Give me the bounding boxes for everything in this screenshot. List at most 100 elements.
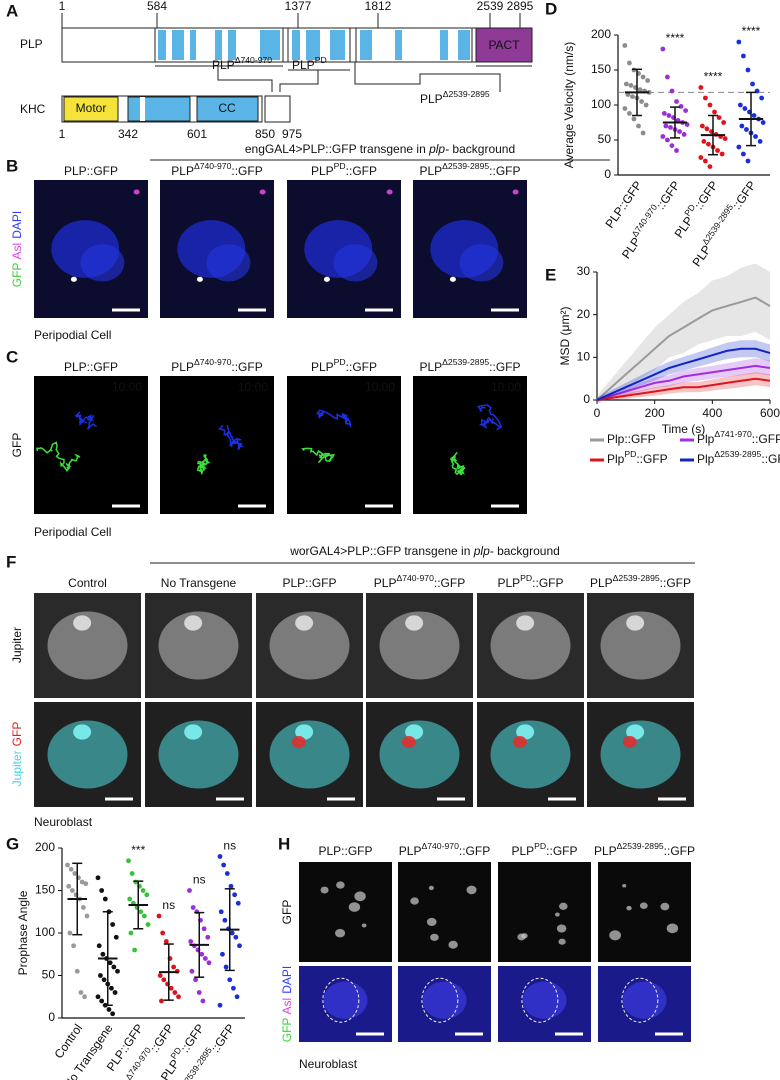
error-band [597,340,770,403]
panel-label: E [545,265,556,284]
y-tick-label: 20 [577,307,591,321]
legend-label: PlpΔ741-970::GFP [697,429,780,446]
column-label: PLPΔ740-970::GFP [171,161,262,178]
series-line [596,377,771,401]
data-point [224,871,230,876]
panel-label: D [545,0,557,18]
signal [666,923,679,934]
data-point [74,968,80,974]
label-part: Plp [607,452,625,466]
signal [196,276,203,282]
label-part: PLP [374,576,397,590]
y-tick-label: 200 [35,840,55,854]
connector [217,66,273,92]
data-point [745,158,751,164]
data-point [750,81,755,87]
data-point [188,939,194,944]
label-part: PLP [690,243,714,270]
y-tick-label: 10 [577,350,591,364]
signal [291,736,306,748]
data-point [699,123,705,129]
connector [279,70,319,92]
cell-label: Peripodial Cell [34,525,111,539]
significance: **** [742,24,761,38]
data-point [115,968,120,974]
track [74,411,98,430]
data-point [113,934,119,940]
label-part: PLP [419,360,442,374]
signal [556,924,567,933]
data-point [71,943,76,949]
data-point [627,60,632,66]
coiled-coil [395,30,402,60]
signal [600,611,681,680]
label-part: Δ740-970 [630,202,660,239]
data-point [69,888,75,893]
y-axis-label: Prophase Angle [16,890,30,975]
track [301,447,335,464]
label-part: ::GFP [489,360,520,374]
data-point [701,139,707,144]
data-point [194,909,200,915]
data-point [78,990,84,995]
label-part: Δ2539-2895 [714,449,761,459]
data-point [669,88,675,94]
label-part: Δ740-970 [421,841,459,851]
coiled-coil [158,30,166,60]
data-point [67,930,73,936]
signal [295,724,314,740]
series-line [596,364,771,401]
label-part: ::GFP [532,576,563,590]
data-point [719,151,725,157]
label-part: PLP::GFP [64,164,118,178]
signal [430,933,439,941]
pact-domain [475,27,533,63]
data-point [80,905,86,910]
column-label: PLPPD::GFP [511,841,577,858]
data-point [109,985,114,991]
signal [269,611,350,680]
data-point [65,862,70,868]
y-tick-label: 0 [48,1010,55,1024]
signal [660,902,670,911]
micrograph [598,862,691,962]
data-point [101,977,107,983]
data-point [66,883,72,889]
label-part: PLP [419,164,442,178]
label-part: PLP [212,58,235,72]
data-point [674,99,679,104]
data-point [707,164,713,170]
signal [512,189,519,195]
data-point [96,943,102,949]
timestamp: 10:00 [491,380,521,394]
domain-label: PACT [488,38,520,52]
data-point [715,148,720,153]
data-point [674,148,679,153]
y-tick-label: 0 [583,392,590,406]
coiled-coil [172,30,184,60]
track [36,441,81,472]
data-point [623,81,629,87]
label-part: GFP [10,263,24,288]
label-part: ::GFP [654,179,683,213]
x-tick-label: 200 [645,406,665,420]
label-part: Plp [697,452,715,466]
data-point [112,990,118,995]
signal [206,244,251,282]
data-point [757,139,763,144]
data-point [660,46,666,52]
data-point [141,913,147,919]
signal [426,917,437,927]
signal [386,189,393,195]
data-point [200,998,206,1004]
signal [133,189,140,195]
signal [554,912,560,917]
data-point [218,909,224,915]
data-point [157,973,163,978]
data-point [102,896,108,902]
data-point [83,881,89,887]
column-label: PLPPD::GFP [311,357,377,374]
timestamp: 10:00 [365,380,395,394]
y-tick-label: 50 [598,132,612,146]
label-part: worGAL4>PLP::GFP transgene in [289,544,474,558]
